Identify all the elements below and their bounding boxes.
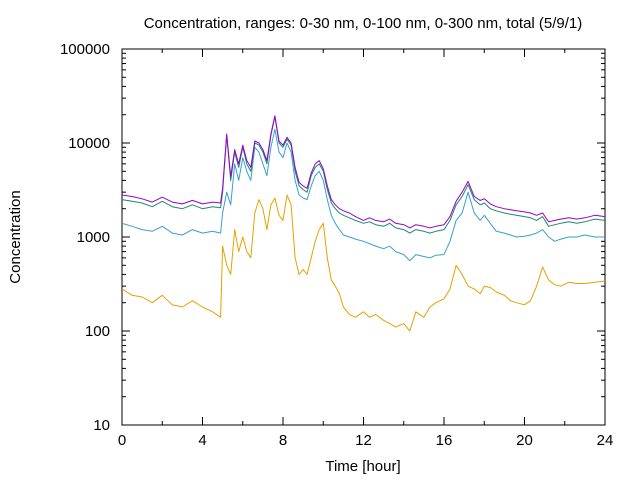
x-tick-label: 4 [198, 432, 206, 449]
plot-frame [121, 48, 606, 426]
y-tick-label: 1000 [77, 229, 110, 246]
x-tick-label: 8 [279, 432, 287, 449]
x-tick-label: 16 [436, 432, 453, 449]
chart-title: Concentration, ranges: 0-30 nm, 0-100 nm… [144, 15, 583, 32]
y-tick-label: 10 [93, 417, 110, 434]
series-line-0 [121, 194, 606, 332]
y-tick-label: 100 [85, 323, 110, 340]
y-tick-label: 100000 [60, 41, 110, 58]
y-axis-label: Concentration [7, 190, 24, 283]
series-line-2 [121, 116, 606, 234]
x-axis-label: Time [hour] [325, 458, 400, 475]
y-tick-label: 10000 [68, 135, 110, 152]
x-tick-label: 20 [516, 432, 533, 449]
series-line-1 [121, 128, 605, 262]
y-tick-labels: 10 100 1000 10000 100000 [60, 41, 110, 434]
x-tick-label: 24 [597, 432, 614, 449]
series-lines [121, 115, 606, 332]
x-tick-label: 0 [118, 432, 126, 449]
x-tick-label: 12 [355, 432, 372, 449]
series-line-3 [121, 115, 606, 229]
x-tick-labels: 0 4 8 12 16 20 24 [118, 432, 614, 449]
axis-ticks [121, 48, 606, 426]
